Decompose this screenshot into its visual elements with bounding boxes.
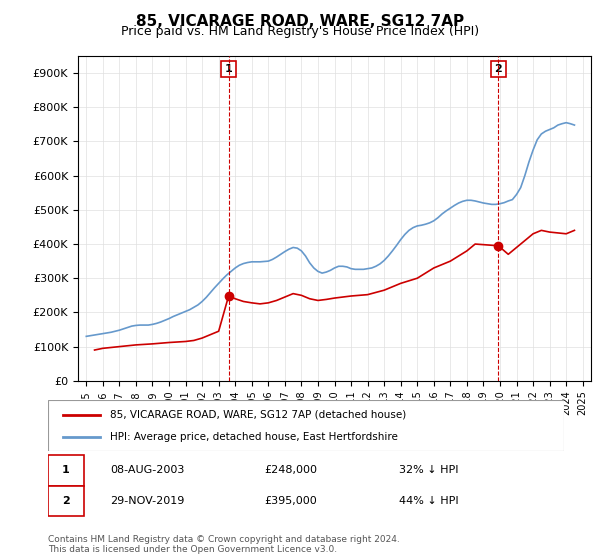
Text: 1: 1	[62, 465, 70, 475]
Text: 85, VICARAGE ROAD, WARE, SG12 7AP: 85, VICARAGE ROAD, WARE, SG12 7AP	[136, 14, 464, 29]
Text: HPI: Average price, detached house, East Hertfordshire: HPI: Average price, detached house, East…	[110, 432, 398, 442]
Text: 2: 2	[62, 496, 70, 506]
Text: 2: 2	[494, 64, 502, 74]
FancyBboxPatch shape	[48, 400, 564, 451]
Text: Price paid vs. HM Land Registry's House Price Index (HPI): Price paid vs. HM Land Registry's House …	[121, 25, 479, 38]
FancyBboxPatch shape	[48, 455, 84, 486]
Text: £248,000: £248,000	[265, 465, 318, 475]
Text: 32% ↓ HPI: 32% ↓ HPI	[399, 465, 458, 475]
Text: 08-AUG-2003: 08-AUG-2003	[110, 465, 184, 475]
Text: 85, VICARAGE ROAD, WARE, SG12 7AP (detached house): 85, VICARAGE ROAD, WARE, SG12 7AP (detac…	[110, 409, 406, 419]
Text: 1: 1	[225, 64, 232, 74]
Text: £395,000: £395,000	[265, 496, 317, 506]
Text: 44% ↓ HPI: 44% ↓ HPI	[399, 496, 458, 506]
Text: 29-NOV-2019: 29-NOV-2019	[110, 496, 184, 506]
Text: Contains HM Land Registry data © Crown copyright and database right 2024.
This d: Contains HM Land Registry data © Crown c…	[48, 535, 400, 554]
FancyBboxPatch shape	[48, 486, 84, 516]
